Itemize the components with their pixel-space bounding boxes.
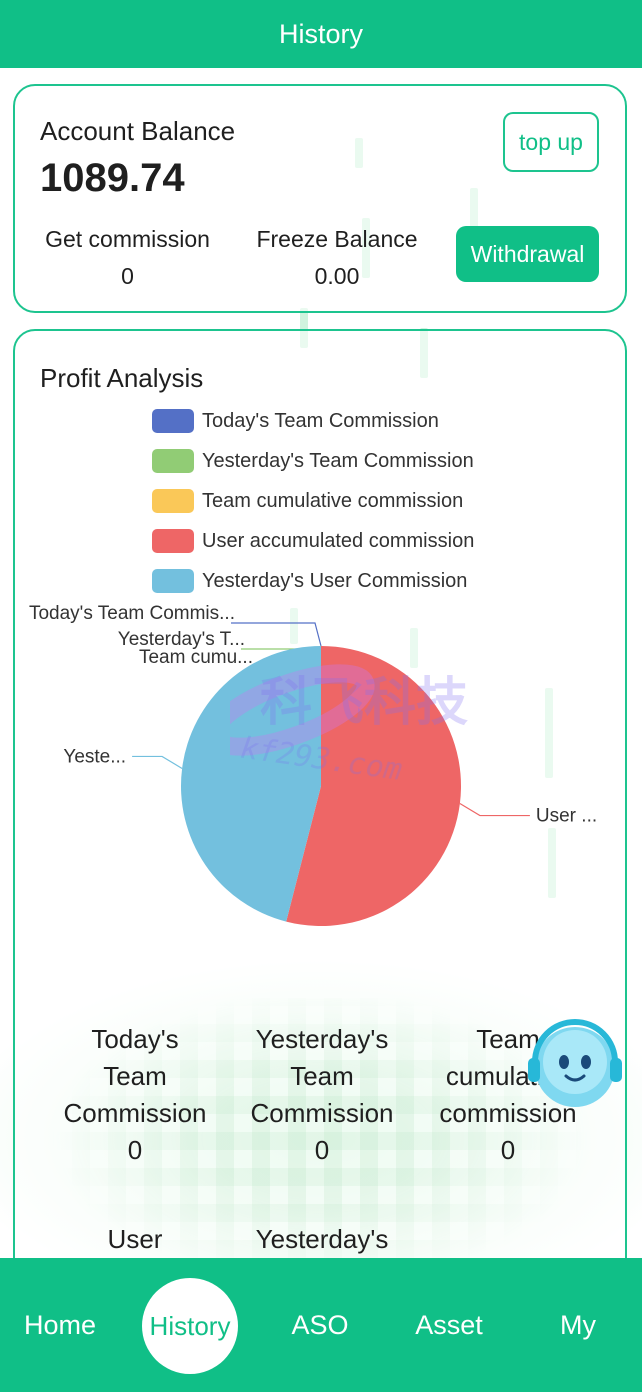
nav-aso[interactable]: ASO <box>291 1309 349 1340</box>
legend-item[interactable]: Today's Team Commission <box>152 401 474 441</box>
legend-item[interactable]: User accumulated commission <box>152 521 474 561</box>
nav-home[interactable]: Home <box>23 1309 97 1340</box>
pie-slice-label: Today's Team Commis... <box>29 603 235 624</box>
pie-leader-line <box>459 803 530 817</box>
metric-label: User <box>107 1224 163 1254</box>
pie-slice[interactable] <box>180 646 321 922</box>
metric-label: Commission <box>250 1098 394 1128</box>
page-title: History <box>278 18 363 49</box>
get-commission-stat: Get commission 0 <box>35 226 220 290</box>
support-robot-icon[interactable] <box>520 1012 630 1122</box>
legend-label: Yesterday's User Commission <box>202 569 468 592</box>
pie-slice-label: Yeste... <box>63 746 126 767</box>
pie-slice-label: User ... <box>536 806 597 827</box>
pie-leader-line <box>132 755 183 769</box>
pie-slice-label: Yesterday's T... <box>118 629 245 650</box>
bottom-nav: Home History ASO Asset My <box>0 1258 642 1392</box>
pie-leader-line <box>231 622 322 647</box>
legend-swatch <box>152 409 194 433</box>
freeze-balance-stat: Freeze Balance 0.00 <box>247 226 427 290</box>
legend-item[interactable]: Yesterday's User Commission <box>152 561 474 601</box>
nav-history[interactable]: History <box>142 1278 238 1374</box>
legend-label: User accumulated commission <box>202 529 475 552</box>
pie-slice-label: Team cumu... <box>139 647 253 668</box>
chart-legend: Today's Team Commission Yesterday's Team… <box>152 401 474 601</box>
profit-analysis-title: Profit Analysis <box>40 363 204 393</box>
legend-item[interactable]: Team cumulative commission <box>152 481 474 521</box>
metric-label: Team <box>290 1061 354 1091</box>
metric-label: Commission <box>63 1098 207 1128</box>
metric-label: Team <box>103 1061 167 1091</box>
top-up-button[interactable]: top up <box>503 112 599 172</box>
app-header: History <box>0 0 642 68</box>
legend-swatch <box>152 569 194 593</box>
metric-label: Team <box>476 1024 540 1054</box>
metric-label: Yesterday's <box>255 1024 389 1054</box>
metric-value: 0 <box>314 1135 330 1165</box>
legend-swatch <box>152 529 194 553</box>
nav-asset[interactable]: Asset <box>415 1309 483 1340</box>
freeze-balance-value: 0.00 <box>314 263 360 289</box>
profit-analysis-card: Profit Analysis Today's Team Commission … <box>13 329 627 1309</box>
legend-label: Today's Team Commission <box>202 409 439 432</box>
freeze-balance-label: Freeze Balance <box>256 226 418 252</box>
metric-value: 0 <box>127 1135 143 1165</box>
legend-swatch <box>152 489 194 513</box>
metric-label: Yesterday's <box>255 1224 389 1254</box>
metric-label: commission <box>439 1098 577 1128</box>
account-balance-card: Account Balance 1089.74 top up Get commi… <box>13 84 627 313</box>
get-commission-value: 0 <box>121 263 134 289</box>
profit-pie-chart: Today's Team Commis... Yesterday's T...Te… <box>29 603 597 926</box>
legend-label: Team cumulative commission <box>202 489 464 512</box>
balance-amount: 1089.74 <box>40 156 185 200</box>
metric-item: Yesterday's Team Commission 0 <box>222 1021 422 1169</box>
legend-label: Yesterday's Team Commission <box>202 449 474 472</box>
metric-value: 0 <box>500 1135 516 1165</box>
legend-item[interactable]: Yesterday's Team Commission <box>152 441 474 481</box>
metric-item: Team cumulative commission 0 <box>408 1021 608 1169</box>
get-commission-label: Get commission <box>45 226 210 252</box>
withdrawal-button[interactable]: Withdrawal <box>456 226 599 282</box>
metric-item: User <box>35 1221 235 1258</box>
metric-label: Today's <box>91 1024 179 1054</box>
balance-title: Account Balance <box>40 116 236 146</box>
metric-item: Today's Team Commission 0 <box>35 1021 235 1169</box>
nav-my[interactable]: My <box>560 1309 596 1340</box>
metric-item: Yesterday's <box>222 1221 422 1258</box>
pie-slice[interactable] <box>286 646 461 926</box>
legend-swatch <box>152 449 194 473</box>
